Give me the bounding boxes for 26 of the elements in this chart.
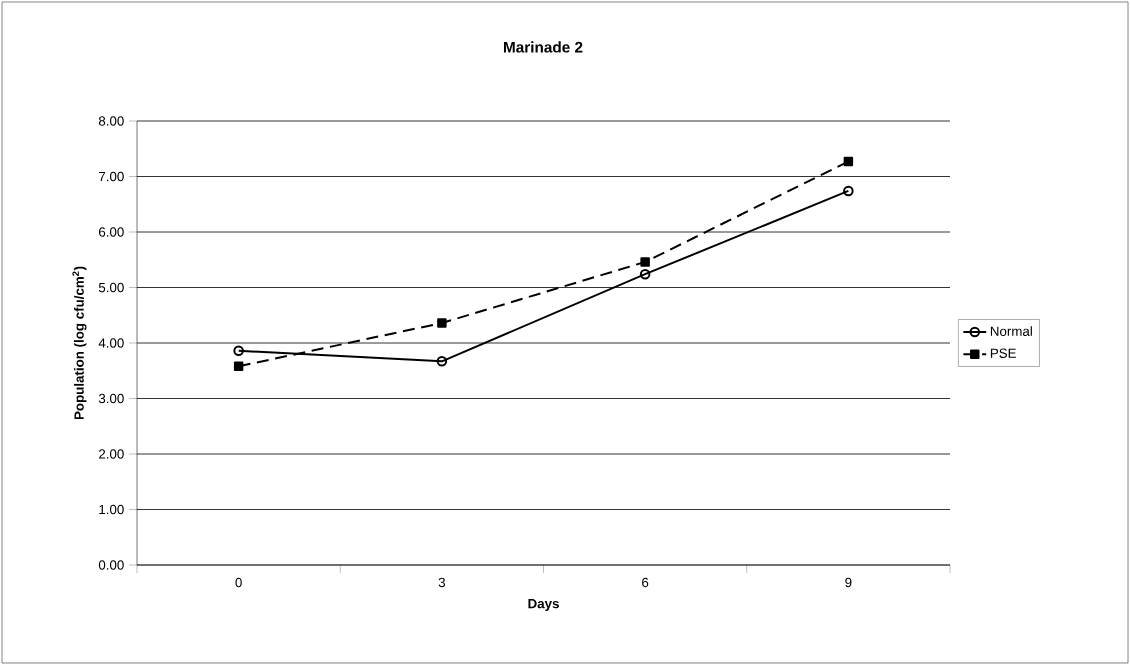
x-tick-label: 0 bbox=[235, 577, 242, 588]
legend-label: PSE bbox=[990, 348, 1016, 358]
x-axis-title: Days bbox=[528, 598, 559, 611]
y-tick-label: 2.00 bbox=[99, 449, 124, 459]
point bbox=[233, 361, 244, 372]
point bbox=[843, 185, 854, 197]
y-tick-label: 3.00 bbox=[98, 393, 124, 404]
y-tick-label: 6.00 bbox=[99, 227, 124, 237]
x-tick-label: 6 bbox=[642, 577, 649, 588]
y-tick-label: 4.00 bbox=[98, 338, 124, 348]
x-tick-label: 3 bbox=[438, 577, 446, 588]
y-tick-label: 7.00 bbox=[99, 171, 124, 182]
y-tick-label: 8.00 bbox=[98, 116, 124, 126]
legend-label: Normal bbox=[990, 326, 1032, 336]
point bbox=[639, 268, 651, 280]
point bbox=[436, 356, 448, 367]
y-tick-label: 5.00 bbox=[98, 282, 124, 293]
x-tick-label: 9 bbox=[845, 577, 852, 588]
y-tick-label: 1.00 bbox=[99, 504, 124, 515]
point bbox=[843, 156, 854, 167]
y-axis-title: Population (log cfu/cm$^{2}$) bbox=[72, 266, 87, 420]
y-tick-label: 0.00 bbox=[98, 560, 124, 570]
chart-title: Marinade 2 bbox=[503, 41, 583, 53]
point bbox=[640, 257, 650, 267]
point bbox=[233, 345, 244, 357]
point bbox=[437, 318, 447, 328]
